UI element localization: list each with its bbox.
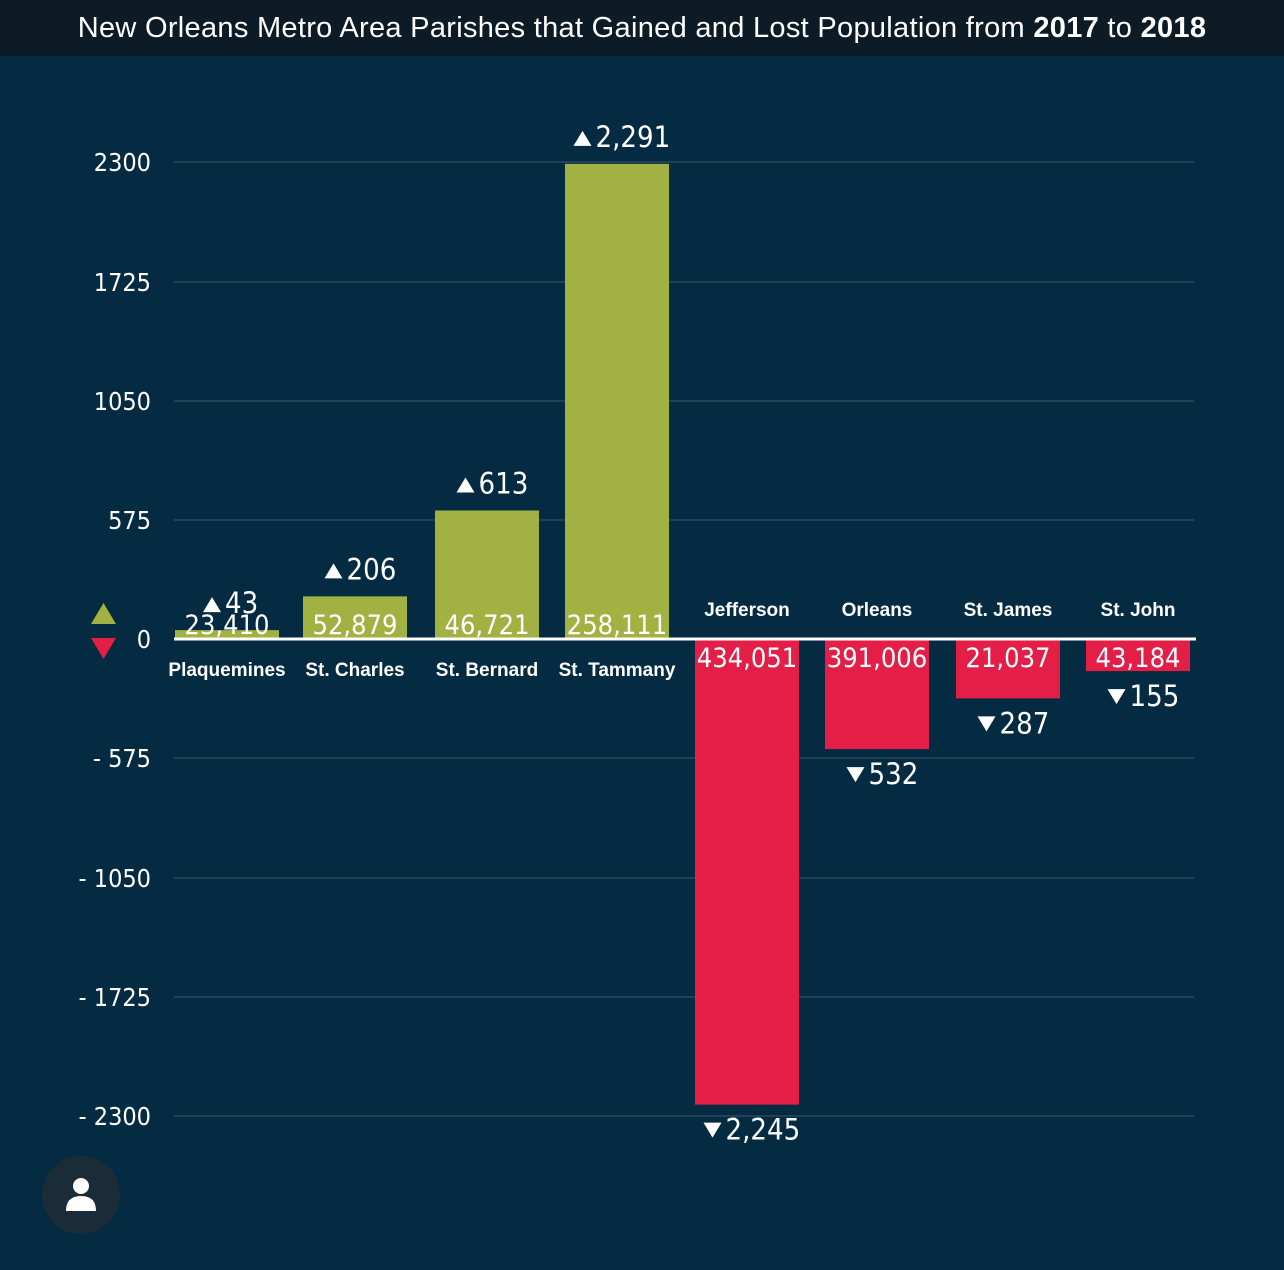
- population-label: 21,037: [966, 643, 1051, 674]
- bar: [175, 630, 279, 639]
- title-year-end: 2018: [1140, 11, 1207, 44]
- triangle-up-icon: [324, 563, 343, 579]
- category-label: Orleans: [842, 600, 913, 621]
- population-label: 43,184: [1096, 643, 1181, 674]
- category-label: St. Bernard: [436, 660, 538, 681]
- population-label: 46,721: [445, 610, 530, 641]
- bar: [956, 639, 1060, 699]
- bar: [695, 639, 799, 1105]
- y-tick-label: - 1725: [79, 983, 152, 1012]
- y-tick-label: 1050: [94, 387, 151, 416]
- triangle-down-icon: [703, 1122, 722, 1138]
- profile-button[interactable]: [42, 1156, 120, 1234]
- triangle-down-icon: [846, 767, 865, 783]
- change-label: 613: [479, 466, 529, 500]
- bar: [1086, 639, 1190, 672]
- change-label: 532: [869, 757, 919, 791]
- category-label: St. Tammany: [559, 660, 676, 681]
- population-label: 391,006: [827, 643, 927, 674]
- category-label: Jefferson: [704, 600, 790, 621]
- change-label: 155: [1130, 679, 1180, 713]
- population-label: 258,111: [567, 610, 667, 641]
- category-label: Plaquemines: [168, 660, 285, 681]
- bar: [565, 163, 669, 639]
- loss-triangle-icon: [91, 638, 116, 659]
- title-prefix: New Orleans Metro Area Parishes that Gai…: [77, 11, 1025, 44]
- triangle-up-icon: [456, 477, 475, 493]
- title-join: to: [1107, 11, 1133, 44]
- bar: [435, 510, 539, 639]
- change-label: 2,245: [726, 1113, 801, 1147]
- y-tick-label: - 2300: [79, 1102, 152, 1131]
- population-label: 23,410: [185, 610, 270, 641]
- bar: [825, 639, 929, 750]
- y-tick-label: 575: [108, 506, 151, 535]
- triangle-down-icon: [977, 716, 996, 732]
- change-label: 2,291: [596, 120, 671, 154]
- category-label: St. John: [1101, 600, 1176, 621]
- y-tick-label: 2300: [94, 148, 151, 177]
- y-tick-label: 0: [137, 625, 151, 654]
- gain-triangle-icon: [91, 603, 116, 624]
- user-icon: [66, 1178, 96, 1211]
- category-label: St. James: [964, 600, 1053, 621]
- y-tick-label: 1725: [94, 268, 151, 297]
- population-label: 52,879: [313, 610, 398, 641]
- change-label: 43: [225, 586, 258, 620]
- y-tick-label: - 575: [93, 744, 151, 773]
- category-label: St. Charles: [305, 660, 404, 681]
- triangle-up-icon: [573, 130, 592, 146]
- y-tick-label: - 1050: [79, 864, 152, 893]
- title-year-start: 2017: [1033, 11, 1100, 44]
- bar-chart: 2300 1725 1050 575 0 - 575 - 1050 - 1725 - 2300 2…: [79, 120, 1196, 1147]
- change-label: 287: [1000, 706, 1050, 740]
- triangle-up-icon: [203, 597, 221, 613]
- change-label: 206: [347, 552, 397, 586]
- triangle-down-icon: [1107, 689, 1126, 705]
- chart-title: New Orleans Metro Area Parishes that Gai…: [0, 0, 1284, 56]
- population-label: 434,051: [697, 643, 797, 674]
- bar: [303, 596, 407, 639]
